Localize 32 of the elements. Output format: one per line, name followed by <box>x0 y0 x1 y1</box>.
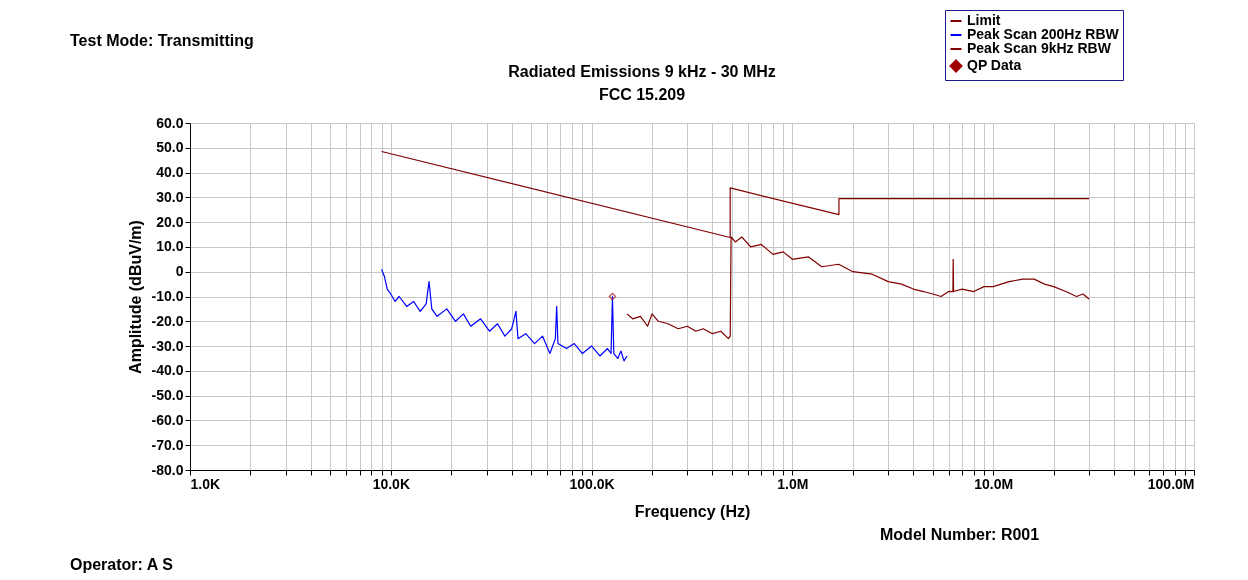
y-tick-label: -50.0 <box>151 387 184 404</box>
text: Operator: A S <box>70 556 174 573</box>
y-tick-label: 20.0 <box>156 213 184 230</box>
y-axis-title: Amplitude (dBuV/m) <box>126 220 144 374</box>
text: Test Mode: Transmitting <box>70 32 254 49</box>
y-tick-label: 50.0 <box>156 139 184 156</box>
legend-label: Peak Scan 200Hz RBW <box>967 26 1120 42</box>
y-tick-label: 40.0 <box>156 164 184 181</box>
y-tick-label: -20.0 <box>151 312 184 329</box>
x-tick-label: 100.0M <box>1147 475 1195 492</box>
y-tick-label: 0 <box>175 263 184 280</box>
x-axis-title: Frequency (Hz) <box>634 502 751 520</box>
x-tick-label: 1.0K <box>190 475 221 492</box>
legend-label: Peak Scan 9kHz RBW <box>967 40 1112 56</box>
legend-label: Limit <box>967 12 1001 28</box>
legend-label: QP Data <box>967 57 1022 73</box>
y-tick-label: -30.0 <box>151 337 184 354</box>
y-tick-label: -80.0 <box>151 461 184 478</box>
y-tick-label: 60.0 <box>156 114 184 131</box>
y-tick-label: 10.0 <box>156 238 184 255</box>
y-tick-label: -10.0 <box>151 288 184 304</box>
x-tick-label: 10.0K <box>372 475 410 492</box>
x-tick-label: 1.0M <box>777 475 809 492</box>
y-tick-label: -70.0 <box>151 436 184 453</box>
text: Model Number: R001 <box>880 526 1040 543</box>
x-tick-label: 100.0K <box>569 475 615 492</box>
y-tick-label: -40.0 <box>151 362 184 379</box>
x-tick-label: 10.0M <box>974 475 1014 492</box>
y-tick-label: -60.0 <box>151 411 184 428</box>
chart-subtitle: FCC 15.209 <box>598 86 686 103</box>
y-tick-label: 30.0 <box>156 188 184 205</box>
chart-title: Radiated Emissions 9 kHz - 30 MHz <box>508 63 776 80</box>
